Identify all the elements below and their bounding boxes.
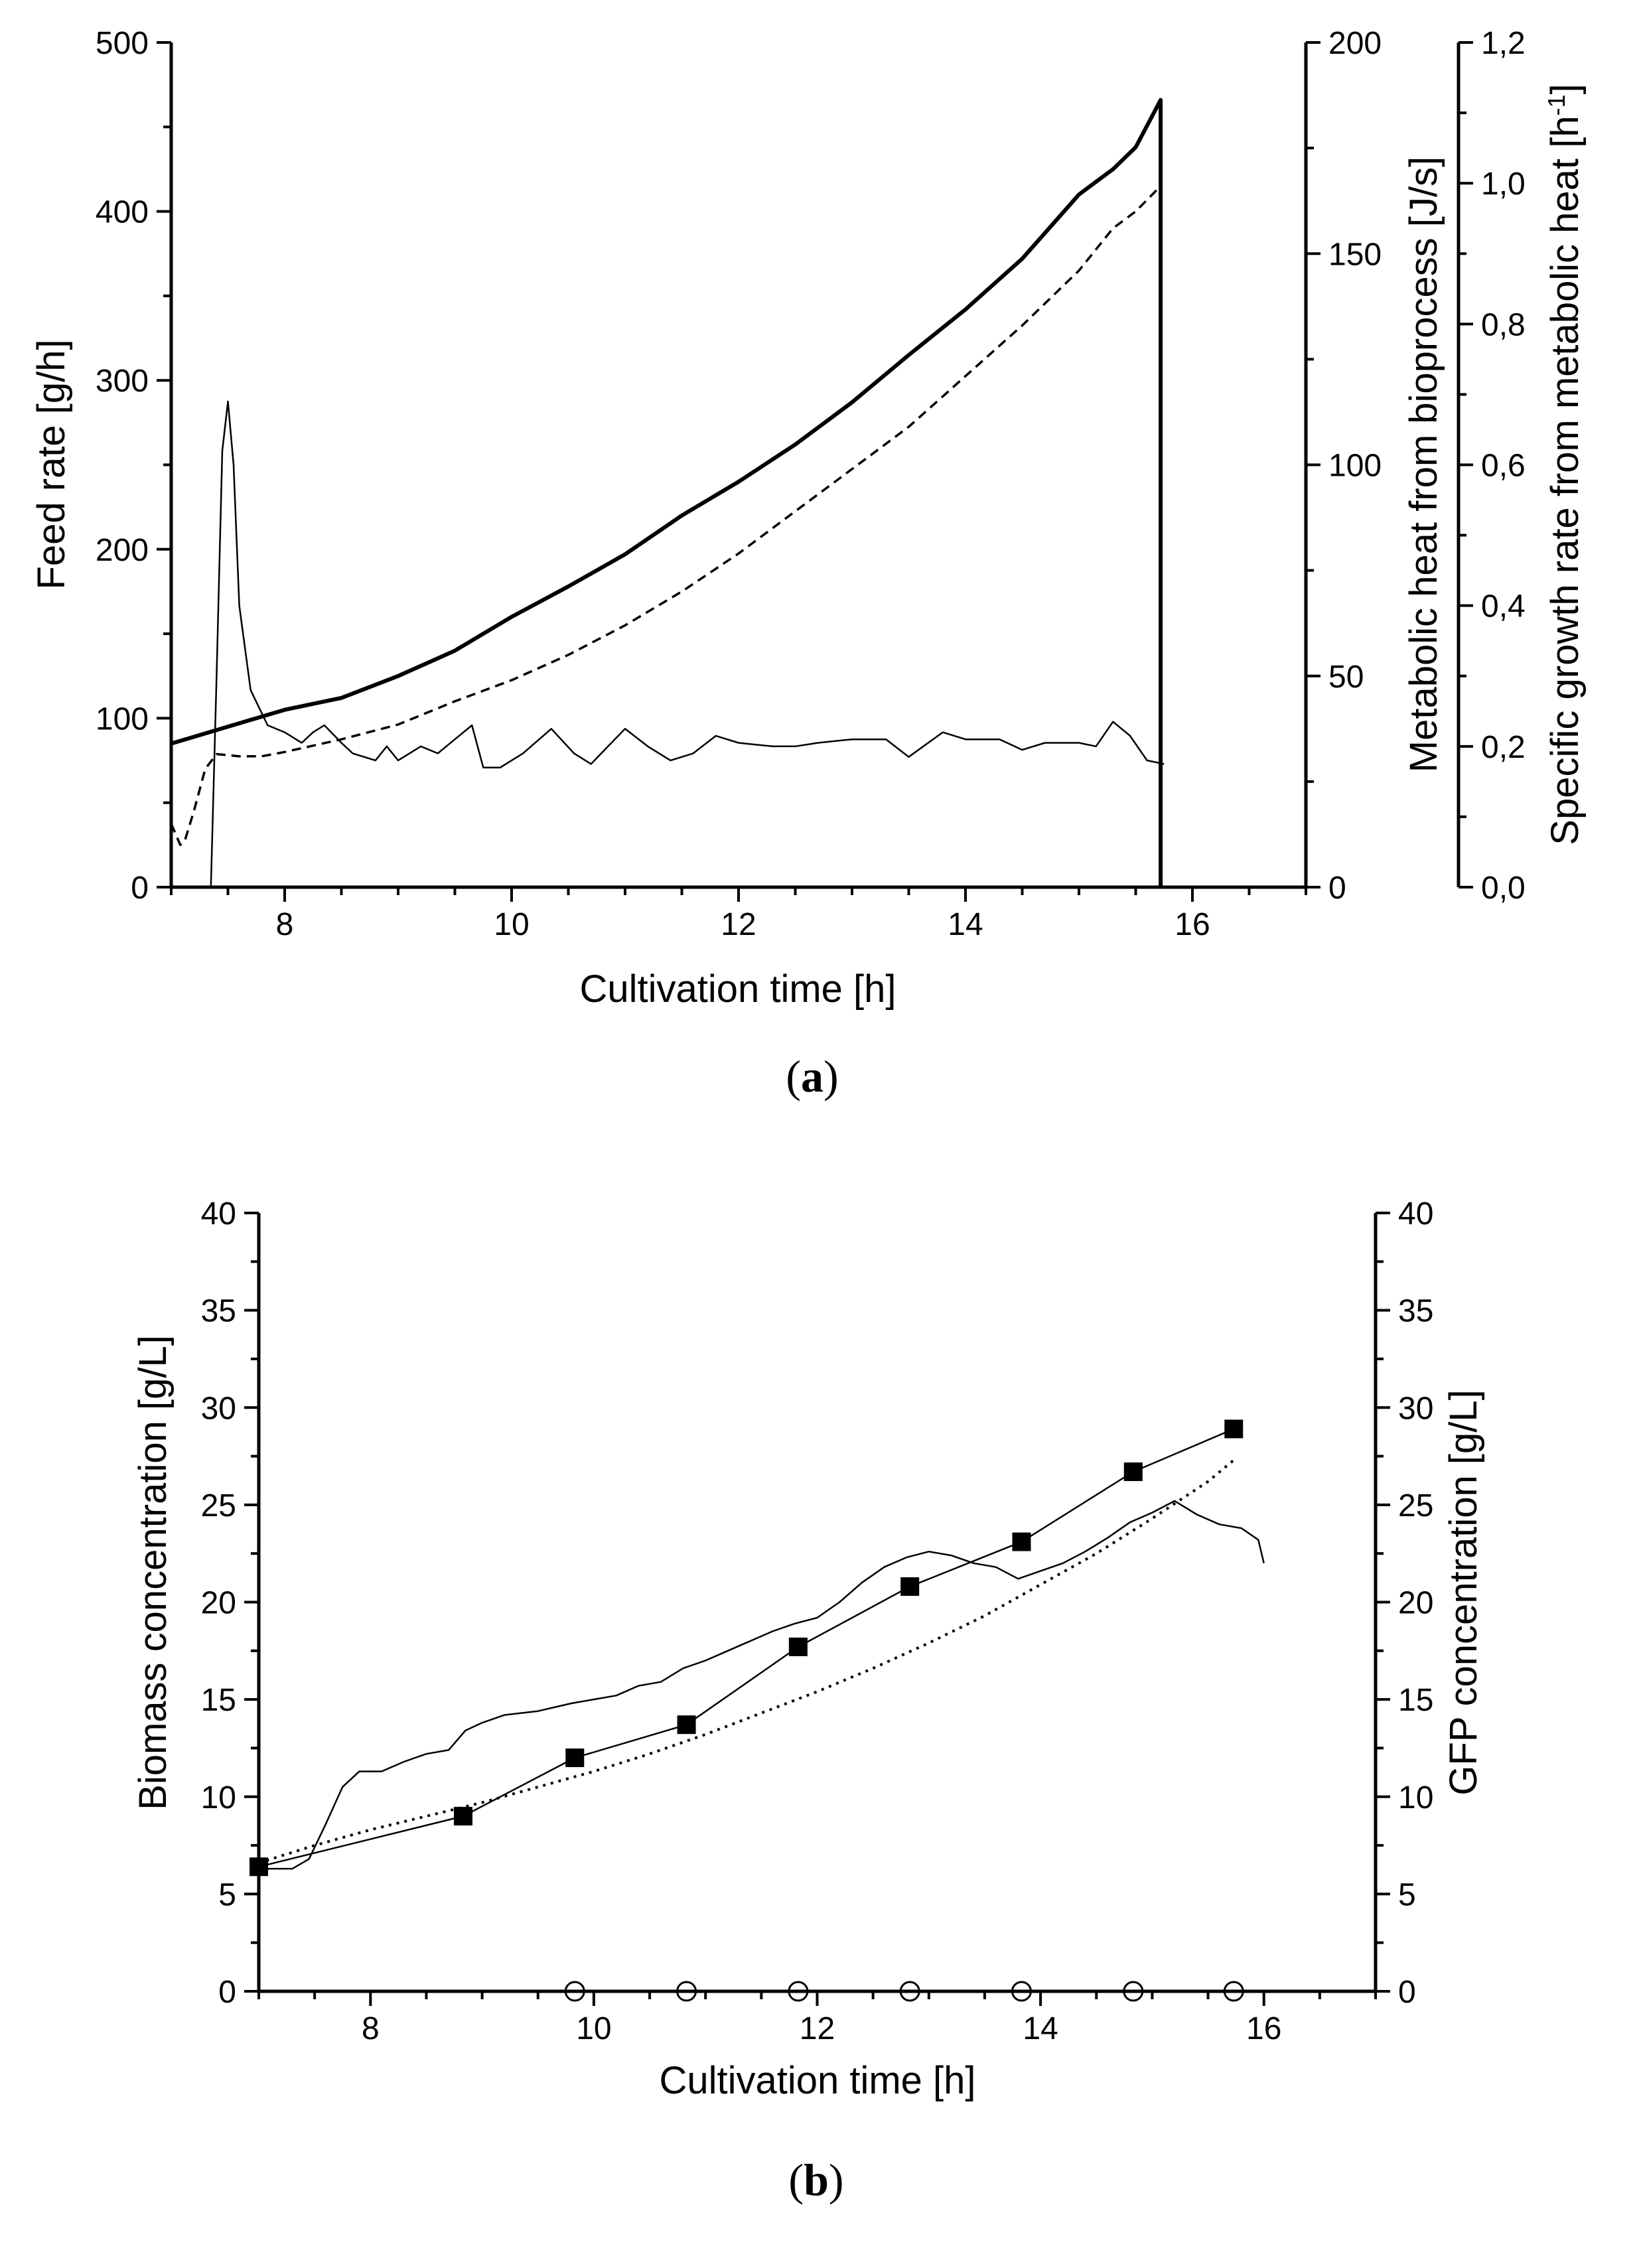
chart-a-feed-heat-growth: 8 10 12 14 16 0 100 200 300 400 500 0 50 100 150 200 0,0…: [30, 26, 1587, 1101]
chart-b-biomass-gfp: 8 10 12 14 16 0 5 10 15 20 25 30 35 40 0 5 10 15 20 25 30 35 4…: [131, 1196, 1485, 2205]
chart-a-y-tick-label-right2: 1,2: [1481, 26, 1526, 61]
chart-a-x-axis-label: Cultivation time [h]: [579, 967, 896, 1011]
chart-a-y-tick-label-right2: 0,0: [1481, 871, 1526, 906]
chart-a-specific-growth-rate-line: [210, 400, 1165, 888]
chart-a-x-tick-label: 16: [1175, 907, 1210, 942]
chart-a-y-tick-label-left: 0: [131, 871, 149, 906]
chart-a-y-tick-label-left: 200: [96, 533, 149, 568]
chart-b-y-tick-label-left: 20: [201, 1586, 236, 1621]
chart-b-biomass-measured-marker: [1123, 1462, 1143, 1482]
chart-b-x-tick-label: 10: [576, 2011, 611, 2046]
chart-a-x-tick-label: 14: [948, 907, 983, 942]
chart-b-y-tick-label-left: 40: [201, 1196, 236, 1232]
chart-b-axes: 8 10 12 14 16 0 5 10 15 20 25 30 35 40 0 5 10 15 20 25 30 35 4…: [201, 1196, 1434, 2046]
chart-b-biomass-measured-marker: [677, 1715, 696, 1735]
chart-b-biomass-measured-marker: [1224, 1419, 1244, 1439]
chart-a-axes: 8 10 12 14 16 0 100 200 300 400 500 0 50 100 150 200 0,0…: [96, 26, 1526, 942]
chart-b-x-tick-label: 14: [1023, 2011, 1058, 2046]
chart-a-right2-y-label: Specific growth rate from metabolic heat…: [1543, 84, 1587, 845]
chart-b-biomass-measured-marker: [1012, 1532, 1031, 1551]
chart-b-y-tick-label-left: 0: [218, 1975, 236, 2010]
chart-a-y-tick-label-right1: 0: [1328, 871, 1346, 906]
chart-a-y-tick-label-right1: 50: [1328, 660, 1364, 695]
chart-a-feed-rate-line: [171, 98, 1163, 887]
chart-b-y-tick-label-right: 20: [1398, 1586, 1433, 1621]
chart-a-y-tick-label-left: 400: [96, 195, 149, 230]
chart-a-y-tick-label-right2: 0,8: [1481, 307, 1526, 342]
chart-a-y-tick-label-left: 100: [96, 701, 149, 737]
chart-b-y-tick-label-left: 15: [201, 1683, 236, 1718]
chart-b-y-tick-label-right: 5: [1398, 1877, 1416, 1912]
chart-b-biomass-measured-marker: [788, 1637, 808, 1656]
chart-b-biomass-measured-marker: [565, 1748, 585, 1768]
chart-b-y-tick-label-left: 10: [201, 1780, 236, 1815]
chart-b-x-tick-label: 12: [800, 2011, 835, 2046]
chart-b-panel-label: (b): [788, 2155, 843, 2205]
chart-a-panel-label: (a): [786, 1051, 838, 1101]
chart-b-x-tick-label: 8: [362, 2011, 380, 2046]
chart-b-series-layer: [250, 1419, 1265, 2002]
chart-b-x-axis-label: Cultivation time [h]: [659, 2059, 975, 2102]
chart-a-x-tick-label: 10: [494, 907, 529, 942]
chart-a-y-tick-label-right1: 100: [1328, 449, 1382, 484]
chart-b-y-tick-label-right: 0: [1398, 1975, 1416, 2010]
chart-b-y-tick-label-right: 15: [1398, 1683, 1433, 1718]
chart-b-y-tick-label-left: 5: [218, 1877, 236, 1912]
chart-b-y-tick-label-right: 35: [1398, 1294, 1433, 1329]
chart-b-y-tick-label-right: 40: [1398, 1196, 1433, 1232]
chart-b-left-y-label: Biomass concentration [g/L]: [131, 1335, 175, 1810]
chart-a-y-tick-label-left: 500: [96, 26, 149, 61]
chart-b-biomass-measured-marker: [453, 1807, 472, 1826]
chart-b-y-tick-label-left: 35: [201, 1294, 236, 1329]
chart-b-y-tick-label-left: 30: [201, 1391, 236, 1426]
chart-b-biomass-measured-marker: [900, 1577, 920, 1596]
chart-b-y-tick-label-right: 10: [1398, 1780, 1433, 1815]
chart-b-online-signal-line: [259, 1500, 1265, 1870]
chart-a-metabolic-heat-line: [170, 185, 1162, 847]
chart-a-y-tick-label-right1: 150: [1328, 237, 1382, 272]
chart-a-x-tick-label: 12: [721, 907, 756, 942]
chart-a-y-tick-label-right2: 0,2: [1481, 730, 1526, 765]
chart-a-y-tick-label-right2: 0,4: [1481, 589, 1526, 624]
chart-a-right1-y-label: Metabolic heat from bioprocess [J/s]: [1402, 157, 1445, 772]
chart-a-y-tick-label-right2: 0,6: [1481, 449, 1526, 484]
chart-a-y-tick-label-right2: 1,0: [1481, 167, 1526, 202]
chart-a-y-tick-label-right1: 200: [1328, 26, 1382, 61]
chart-b-x-tick-label: 16: [1246, 2011, 1281, 2046]
chart-b-biomass-measured-line: [258, 1428, 1234, 1868]
chart-a-x-tick-label: 8: [276, 907, 294, 942]
chart-b-biomass-estimated-line: [258, 1458, 1235, 1865]
chart-a-left-y-label: Feed rate [g/h]: [30, 339, 73, 589]
chart-b-y-tick-label-right: 30: [1398, 1391, 1433, 1426]
chart-b-y-tick-label-left: 25: [201, 1488, 236, 1524]
chart-a-y-tick-label-left: 300: [96, 364, 149, 399]
chart-b-right-y-label: GFP concentration [g/L]: [1442, 1389, 1485, 1796]
chart-b-y-tick-label-right: 25: [1398, 1488, 1433, 1524]
chart-a-series-layer: [170, 98, 1165, 888]
